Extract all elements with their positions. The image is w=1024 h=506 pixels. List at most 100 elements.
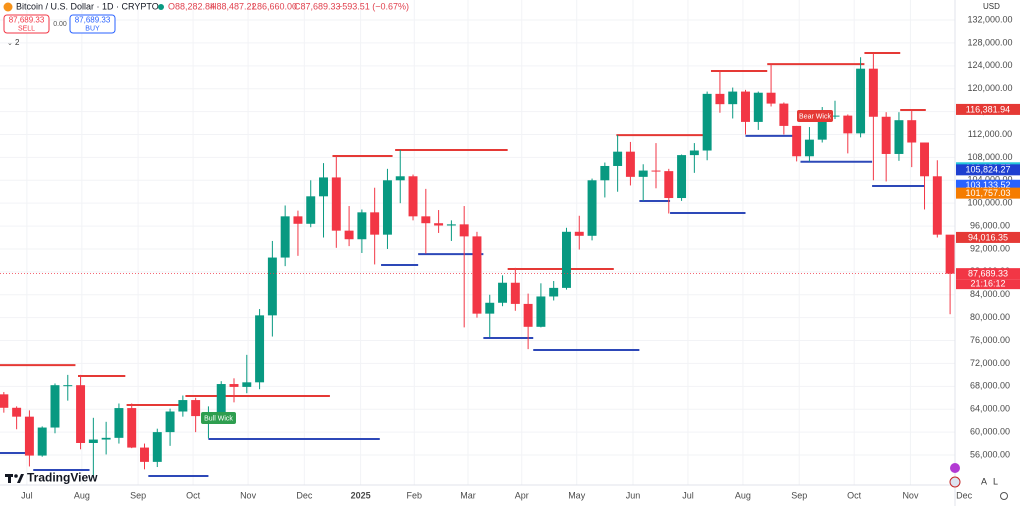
y-tick-label: 68,000.00 (970, 381, 1010, 391)
y-tick-label: 128,000.00 (967, 37, 1012, 47)
candle-body (741, 91, 750, 122)
candle-body (216, 384, 226, 416)
candle-body (779, 103, 789, 126)
candle-body (382, 180, 392, 235)
brand: TradingView (27, 471, 98, 485)
alert-icon[interactable] (950, 463, 960, 473)
candle-body (114, 408, 124, 438)
candle-body (510, 282, 520, 304)
candle-body (498, 282, 508, 303)
x-tick-label: Jun (626, 490, 641, 500)
candle-body (804, 139, 814, 157)
candle-body (127, 408, 137, 448)
y-tick-label: 76,000.00 (970, 335, 1010, 345)
candle-body (37, 427, 47, 456)
coin-icon (3, 2, 13, 12)
candle-body (63, 385, 73, 387)
y-tick-label: 100,000.00 (967, 198, 1012, 208)
candle-body (549, 287, 559, 297)
x-tick-label: Sep (130, 490, 146, 500)
sell-label: SELL (18, 25, 35, 32)
axes: 56,000.00 60,000.00 64,000.00 68,000.00 72,0… (21, 14, 1020, 500)
candle-body (651, 170, 661, 172)
symbol[interactable]: Bitcoin / U.S. Dollar · 1D · CRYPTO (16, 1, 159, 11)
candle-body (357, 212, 367, 240)
candle-body (562, 231, 571, 288)
flag-icon[interactable] (949, 476, 961, 488)
candle-body (395, 176, 405, 181)
log-scale[interactable]: L (993, 476, 998, 486)
indicator-toggle[interactable]: ⌄ (7, 40, 13, 47)
spread: 0.00 (53, 21, 67, 28)
x-tick-label: Jul (682, 490, 694, 500)
sell-button[interactable] (3, 14, 50, 34)
candle-body (907, 120, 917, 143)
settings[interactable] (1000, 492, 1008, 500)
x-tick-label: Apr (515, 490, 529, 500)
price-label: 87,689.33 (968, 269, 1008, 279)
currency[interactable]: USD (983, 2, 1000, 11)
price-label-box (956, 268, 1020, 280)
candle-body (88, 439, 98, 443)
candle-body (664, 171, 674, 199)
low: L86,660.00 (252, 1, 297, 11)
candle-body (101, 437, 111, 440)
y-tick-label: 104,000.00 (967, 175, 1012, 185)
y-tick-label: 64,000.00 (970, 404, 1010, 414)
auto-scale[interactable]: A (981, 476, 987, 486)
candle-body (613, 151, 623, 166)
candle-body (881, 116, 891, 154)
y-tick-label: 124,000.00 (967, 60, 1012, 70)
candle-body (945, 234, 955, 274)
bear-wick: Bear Wick (799, 113, 831, 120)
price-label: 94,016.35 (968, 232, 1008, 242)
x-tick-label: Aug (74, 490, 90, 500)
candle-body (920, 142, 929, 177)
x-tick-label: Feb (407, 490, 423, 500)
buy-label: BUY (85, 25, 100, 32)
levels (0, 52, 926, 478)
candle-body (178, 400, 188, 412)
candle-body (229, 384, 239, 387)
x-tick-label: Dec (956, 490, 973, 500)
candle-body (242, 382, 252, 387)
candle-body (0, 394, 9, 408)
candle-body (191, 400, 201, 417)
price-label-box (956, 231, 1020, 243)
candle-body (766, 92, 776, 104)
candle-body (536, 296, 546, 327)
price-label: 101,757.03 (965, 188, 1010, 198)
candle-body (331, 177, 341, 231)
x-tick-label: Sep (791, 490, 807, 500)
brand-logo (5, 474, 24, 483)
candle-body (50, 385, 60, 428)
candle-body (856, 68, 866, 134)
countdown-box (956, 279, 1020, 290)
price-label: 116,381.94 (966, 104, 1010, 114)
y-tick-label: 84,000.00 (970, 289, 1010, 299)
market-status (158, 4, 164, 10)
x-tick-label: Jul (21, 490, 33, 500)
candle-body (587, 180, 597, 236)
candle-body (370, 212, 380, 235)
x-tick-label: Mar (460, 490, 476, 500)
candle-body (12, 407, 22, 417)
indicator-count[interactable]: 2 (15, 38, 20, 47)
candle-body (625, 151, 635, 177)
y-tick-label: 96,000.00 (970, 220, 1010, 230)
price-label-box (956, 164, 1020, 176)
y-tick-label: 72,000.00 (970, 358, 1010, 368)
candle-body (932, 176, 942, 235)
candle-body (267, 257, 277, 316)
countdown: 21:16:12 (970, 279, 1005, 289)
candle-body (702, 93, 712, 151)
buy-button[interactable] (69, 14, 116, 34)
close: C87,689.33 (294, 1, 341, 11)
x-tick-label: Oct (847, 490, 862, 500)
candle-body (446, 224, 456, 226)
candle-body (689, 150, 699, 156)
candle-body (472, 236, 482, 314)
candle-body (459, 224, 469, 237)
candle-body (344, 230, 354, 240)
